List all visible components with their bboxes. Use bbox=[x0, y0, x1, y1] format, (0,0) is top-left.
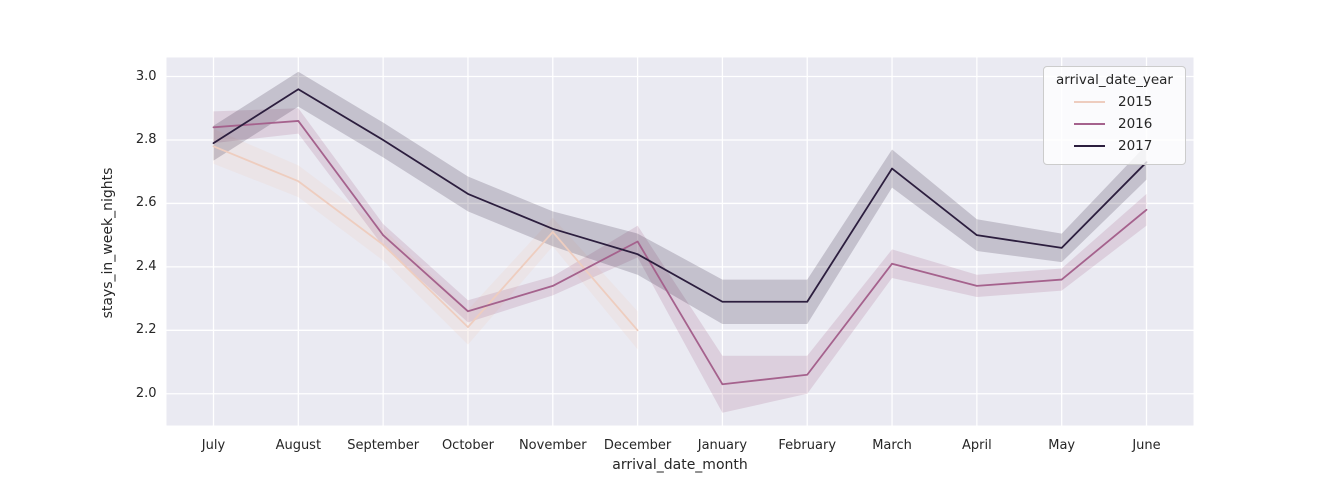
legend-item-2017: 2017 bbox=[1044, 135, 1185, 157]
y-tick-label: 2.0 bbox=[135, 385, 157, 401]
x-tick-label: April bbox=[962, 437, 992, 453]
x-tick-label: June bbox=[1132, 437, 1161, 453]
x-tick-label: May bbox=[1048, 437, 1076, 453]
legend-item-label: 2016 bbox=[1118, 116, 1153, 132]
y-tick-label: 2.4 bbox=[135, 258, 157, 274]
x-tick-label: November bbox=[518, 437, 587, 453]
legend-item-2015: 2015 bbox=[1044, 91, 1185, 113]
x-tick-label: January bbox=[697, 437, 748, 453]
y-tick-label: 2.8 bbox=[135, 131, 157, 147]
legend-item-2016: 2016 bbox=[1044, 113, 1185, 135]
legend-items: 2015 2016 2017 bbox=[1044, 91, 1185, 157]
x-tick-label: July bbox=[201, 437, 226, 453]
legend-swatch-2017 bbox=[1074, 145, 1105, 147]
x-tick-label: February bbox=[778, 437, 837, 453]
x-axis-label: arrival_date_month bbox=[612, 457, 748, 473]
legend-item-label: 2015 bbox=[1118, 94, 1153, 110]
x-tick-label: October bbox=[441, 437, 494, 453]
y-tick-label: 2.6 bbox=[135, 195, 157, 211]
x-tick-label: September bbox=[347, 437, 420, 453]
ci-band-2017 bbox=[213, 71, 1147, 324]
x-tick-label: December bbox=[603, 437, 672, 453]
y-tick-label: 2.2 bbox=[135, 322, 157, 338]
legend-swatch-2015 bbox=[1074, 101, 1105, 103]
y-tick-label: 3.0 bbox=[135, 68, 157, 84]
legend: arrival_date_year 2015 2016 2017 bbox=[1043, 66, 1186, 165]
legend-item-label: 2017 bbox=[1118, 138, 1153, 154]
legend-title: arrival_date_year bbox=[1056, 72, 1173, 88]
legend-swatch-2016 bbox=[1074, 123, 1105, 125]
series-line-2015 bbox=[212, 145, 639, 332]
series-line-2016 bbox=[212, 120, 1148, 386]
x-tick-label: August bbox=[275, 437, 322, 453]
ci-band-2015 bbox=[213, 128, 638, 350]
y-axis-label: stays_in_week_nights bbox=[100, 167, 116, 319]
series-line-2017 bbox=[212, 88, 1148, 303]
x-tick-label: March bbox=[872, 437, 912, 453]
